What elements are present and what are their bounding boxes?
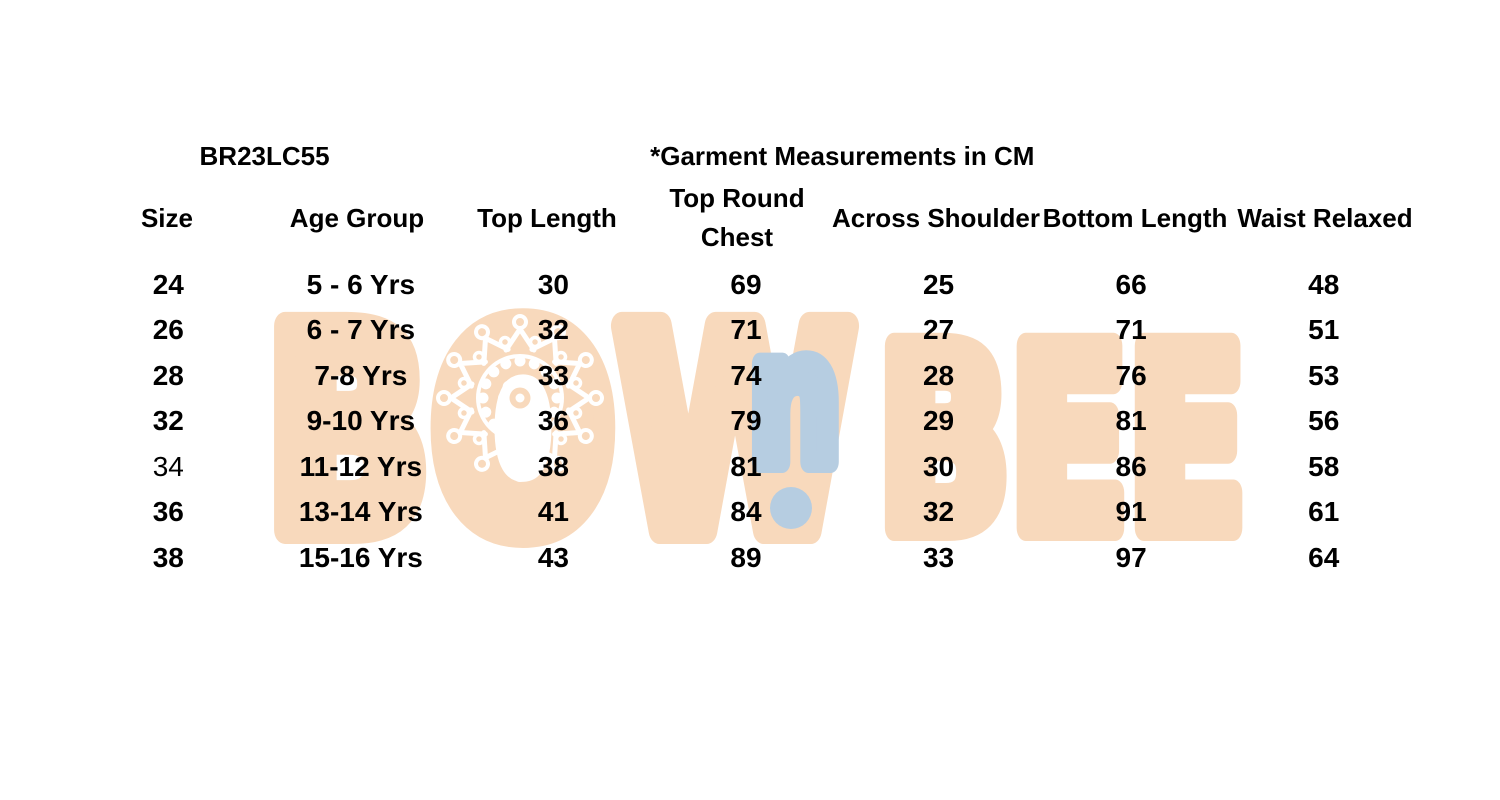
cell-top-round-chest: 81 [730, 450, 762, 482]
cell-across-shoulder: 29 [922, 405, 955, 437]
cell-size: 26 [152, 314, 184, 346]
cell-waist-relaxed: 51 [1308, 314, 1340, 346]
column-header-size: Size [140, 202, 193, 233]
column-header-across-shoulder: Across Shoulder [831, 202, 1041, 233]
cell-waist-relaxed: 56 [1308, 405, 1340, 437]
watermark-text-n: n [749, 296, 841, 505]
cell-top-round-chest: 89 [730, 541, 762, 573]
cell-age-group: 11-12 Yrs [299, 450, 423, 482]
cell-top-round-chest: 71 [730, 314, 762, 346]
cell-bottom-length: 86 [1115, 450, 1147, 482]
column-header-waist-relaxed: Waist Relaxed [1237, 202, 1413, 233]
mandala-pattern [438, 316, 602, 480]
cell-across-shoulder: 32 [922, 496, 955, 528]
cell-waist-relaxed: 64 [1308, 541, 1340, 573]
cell-bottom-length: 76 [1115, 359, 1147, 391]
cell-top-length: 43 [537, 541, 569, 573]
cell-age-group: 7-8 Yrs [314, 359, 408, 391]
cell-size: 36 [152, 496, 184, 528]
cell-bottom-length: 66 [1115, 268, 1147, 300]
style-code: BR23LC55 [199, 140, 330, 171]
column-header-age-group: Age Group [289, 202, 425, 233]
cell-waist-relaxed: 53 [1308, 359, 1340, 391]
cell-top-length: 33 [537, 359, 569, 391]
cell-size: 38 [152, 541, 184, 573]
cell-waist-relaxed: 48 [1308, 268, 1340, 300]
cell-top-round-chest: 74 [730, 359, 762, 391]
cell-across-shoulder: 33 [922, 541, 955, 573]
cell-across-shoulder: 28 [922, 359, 955, 391]
cell-size: 28 [152, 359, 184, 391]
cell-across-shoulder: 27 [922, 314, 955, 346]
cell-bottom-length: 97 [1115, 541, 1147, 573]
table-body: 24 5 - 6 Yrs 30 69 25 66 48 26 6 - 7 Yrs… [72, 262, 1420, 581]
measurement-note: *Garment Measurements in CM [650, 140, 1035, 171]
cell-age-group: 6 - 7 Yrs [306, 314, 416, 346]
cell-top-round-chest: 79 [730, 405, 762, 437]
cell-age-group: 13-14 Yrs [298, 496, 423, 528]
table-header-row: Size Age Group Top Length Top Round Ches… [72, 176, 1420, 260]
cell-bottom-length: 91 [1115, 496, 1147, 528]
cell-waist-relaxed: 61 [1308, 496, 1340, 528]
cell-top-length: 41 [537, 496, 569, 528]
column-header-top-round-chest: Top Round Chest [669, 183, 805, 252]
cell-size: 32 [152, 405, 184, 437]
watermark-text-bee: BEE [878, 296, 1246, 587]
cell-bottom-length: 81 [1115, 405, 1147, 437]
title-row: BR23LC55 *Garment Measurements in CM [72, 136, 1420, 176]
cell-age-group: 5 - 6 Yrs [306, 268, 416, 300]
cell-age-group: 15-16 Yrs [298, 541, 423, 573]
column-header-bottom-length: Bottom Length [1042, 202, 1228, 233]
cell-top-length: 38 [537, 450, 569, 482]
cell-top-length: 30 [537, 268, 569, 300]
cell-across-shoulder: 25 [922, 268, 955, 300]
cell-size: 24 [152, 268, 184, 300]
column-header-top-length: Top Length [477, 202, 617, 233]
watermark-n-dot [770, 487, 812, 529]
cell-waist-relaxed: 58 [1308, 450, 1340, 482]
cell-age-group: 9-10 Yrs [306, 405, 416, 437]
cell-top-round-chest: 69 [730, 268, 762, 300]
cell-top-length: 36 [537, 405, 569, 437]
cell-bottom-length: 71 [1115, 314, 1147, 346]
cell-top-round-chest: 84 [730, 496, 762, 528]
cell-across-shoulder: 30 [922, 450, 955, 482]
cell-size: 34 [152, 450, 184, 482]
cell-top-length: 32 [537, 314, 569, 346]
